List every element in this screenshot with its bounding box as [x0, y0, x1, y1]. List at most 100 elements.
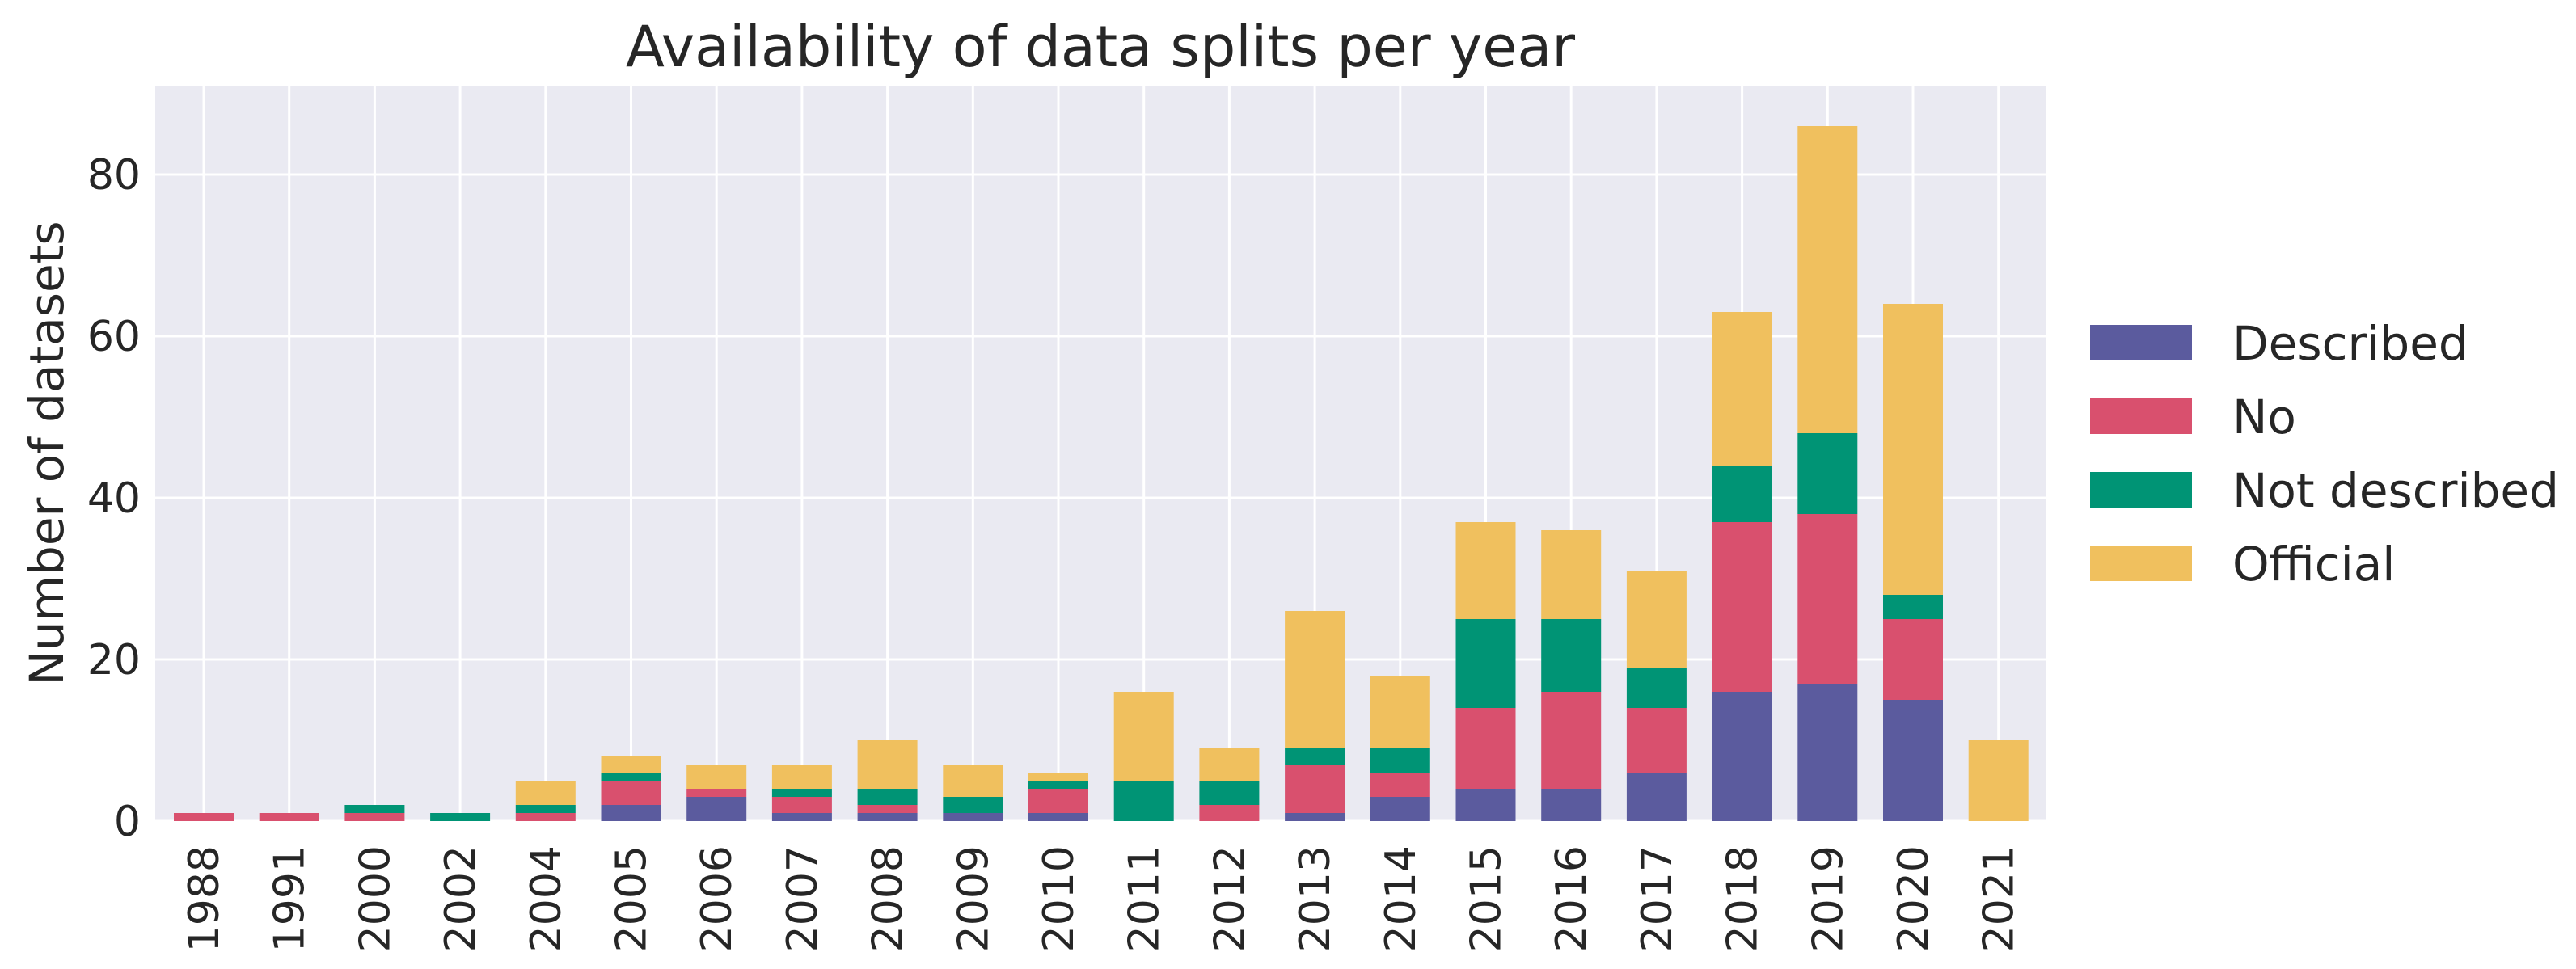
- bar-not-described-2017: [1626, 668, 1687, 708]
- bar-not-described-2018: [1712, 466, 1772, 522]
- bar-no-2004: [515, 813, 576, 821]
- bar-no-1991: [259, 813, 319, 821]
- bar-not-described-2011: [1113, 781, 1174, 821]
- bar-official-2005: [601, 756, 661, 773]
- bar-described-2017: [1626, 773, 1687, 821]
- bar-not-described-2020: [1883, 595, 1943, 619]
- bar-not-described-2007: [771, 789, 832, 797]
- bar-official-2010: [1028, 773, 1088, 781]
- legend-swatch: [2090, 325, 2192, 360]
- bar-official-2021: [1968, 740, 2029, 821]
- bar-official-2012: [1199, 748, 1260, 781]
- x-tick-label: 2007: [779, 845, 827, 952]
- chart-title: Availability of data splits per year: [626, 14, 1575, 80]
- bar-official-2016: [1541, 530, 1602, 619]
- bar-no-2000: [344, 813, 405, 821]
- bar-no-2006: [686, 789, 747, 797]
- y-tick-label: 20: [87, 636, 141, 685]
- bar-described-2009: [943, 813, 1003, 821]
- x-tick-label: 2014: [1377, 845, 1425, 952]
- y-tick-label: 0: [114, 798, 141, 846]
- x-tick-label: 1988: [180, 845, 229, 952]
- legend-swatch: [2090, 398, 2192, 434]
- x-tick-label: 2021: [1975, 845, 2024, 952]
- bar-official-2015: [1455, 522, 1516, 619]
- bar-official-2019: [1797, 126, 1858, 433]
- x-tick-label: 2002: [437, 845, 485, 952]
- bar-official-2014: [1370, 676, 1430, 748]
- bar-no-2015: [1455, 708, 1516, 789]
- y-tick-labels: 0 20 40 60 80: [87, 151, 141, 846]
- x-tick-label: 2019: [1804, 845, 1852, 952]
- x-tick-label: 2020: [1890, 845, 1938, 952]
- bar-official-2006: [686, 765, 747, 789]
- x-tick-label: 2015: [1463, 845, 1511, 952]
- bar-described-2008: [857, 813, 918, 821]
- bar-no-2018: [1712, 522, 1772, 692]
- bar-official-2013: [1285, 611, 1345, 748]
- bar-official-2004: [515, 781, 576, 805]
- bar-described-2010: [1028, 813, 1088, 821]
- bar-described-2016: [1541, 789, 1602, 821]
- x-tick-label: 2012: [1206, 845, 1254, 952]
- bar-described-2014: [1370, 797, 1430, 821]
- bar-described-2018: [1712, 692, 1772, 821]
- bar-described-2013: [1285, 813, 1345, 821]
- x-tick-label: 2009: [949, 845, 998, 952]
- bar-described-2005: [601, 805, 661, 821]
- bar-not-described-2000: [344, 805, 405, 813]
- bar-official-2007: [771, 765, 832, 789]
- legend: Described No Not described Official: [2090, 316, 2559, 592]
- x-tick-label: 2008: [864, 845, 913, 952]
- bar-described-2015: [1455, 789, 1516, 821]
- bar-no-2019: [1797, 514, 1858, 684]
- x-tick-label: 2018: [1719, 845, 1767, 952]
- legend-label: Described: [2232, 316, 2468, 371]
- y-axis-label: Number of datasets: [19, 221, 74, 685]
- bar-not-described-2004: [515, 805, 576, 813]
- bar-no-2012: [1199, 805, 1260, 821]
- x-tick-label: 2017: [1633, 845, 1682, 952]
- bar-official-2008: [857, 740, 918, 789]
- x-tick-label: 1991: [266, 845, 315, 952]
- bar-not-described-2009: [943, 797, 1003, 813]
- bar-not-described-2010: [1028, 781, 1088, 789]
- x-tick-label: 2000: [351, 845, 399, 952]
- bar-not-described-2015: [1455, 619, 1516, 708]
- bar-not-described-2008: [857, 789, 918, 805]
- bar-not-described-2002: [430, 813, 491, 821]
- bar-described-2006: [686, 797, 747, 821]
- x-tick-label: 2011: [1121, 845, 1169, 952]
- x-tick-label: 2016: [1548, 845, 1596, 952]
- bar-described-2020: [1883, 700, 1943, 821]
- legend-label: No: [2232, 390, 2296, 444]
- bar-not-described-2019: [1797, 433, 1858, 514]
- legend-swatch: [2090, 472, 2192, 508]
- legend-swatch: [2090, 546, 2192, 581]
- bar-described-2007: [771, 813, 832, 821]
- bar-official-2020: [1883, 304, 1943, 595]
- x-tick-label: 2005: [608, 845, 657, 952]
- bar-official-2011: [1113, 692, 1174, 781]
- bar-official-2018: [1712, 312, 1772, 466]
- bar-not-described-2016: [1541, 619, 1602, 692]
- bar-no-2016: [1541, 692, 1602, 789]
- x-tick-label: 2004: [522, 845, 571, 952]
- bar-no-2013: [1285, 765, 1345, 813]
- bar-not-described-2013: [1285, 748, 1345, 765]
- bar-no-2005: [601, 781, 661, 805]
- legend-label: Official: [2232, 537, 2395, 592]
- bar-no-2014: [1370, 773, 1430, 797]
- y-tick-label: 60: [87, 313, 141, 361]
- bar-no-2010: [1028, 789, 1088, 813]
- bar-official-2009: [943, 765, 1003, 797]
- bar-not-described-2012: [1199, 781, 1260, 805]
- x-tick-label: 2010: [1035, 845, 1083, 952]
- bar-no-1988: [174, 813, 234, 821]
- legend-label: Not described: [2232, 463, 2559, 518]
- bar-no-2020: [1883, 619, 1943, 700]
- bars: [174, 126, 2029, 821]
- x-tick-label: 2006: [693, 845, 741, 952]
